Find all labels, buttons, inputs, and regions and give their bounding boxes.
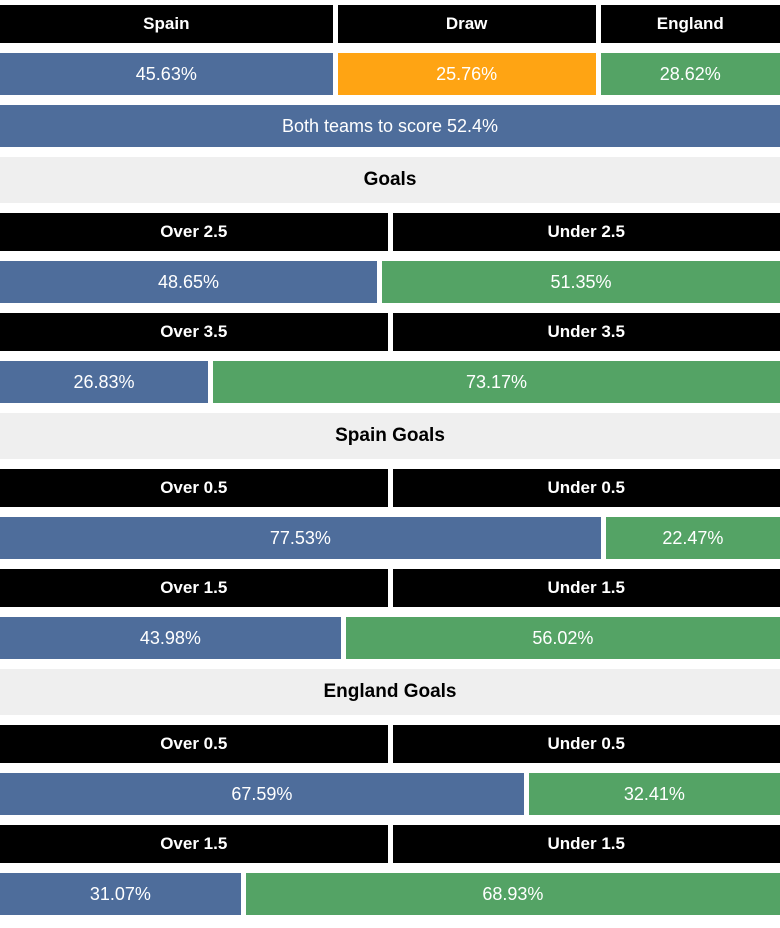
spain-under15-bar: 56.02% [345, 617, 780, 659]
spain-goals-ou15-header-row: Over 1.5 Under 1.5 [0, 569, 780, 607]
england-goals-ou05-bar: 67.59% 32.41% [0, 773, 780, 815]
goals-ou35-header-row: Over 3.5 Under 3.5 [0, 313, 780, 351]
match-bar-spain: 45.63% [0, 53, 333, 95]
goals-under35-header: Under 3.5 [392, 313, 780, 351]
spain-under15-header: Under 1.5 [392, 569, 780, 607]
england-over15-bar: 31.07% [0, 873, 241, 915]
section-title-spain-goals: Spain Goals [0, 413, 780, 459]
england-under15-bar: 68.93% [245, 873, 780, 915]
match-result-header-row: Spain Draw England [0, 5, 780, 43]
england-goals-ou15-header-row: Over 1.5 Under 1.5 [0, 825, 780, 863]
section-title-england-goals: England Goals [0, 669, 780, 715]
goals-over35-bar: 26.83% [0, 361, 208, 403]
england-goals-ou05-header-row: Over 0.5 Under 0.5 [0, 725, 780, 763]
goals-over25-bar: 48.65% [0, 261, 378, 303]
match-bar-draw: 25.76% [337, 53, 596, 95]
match-header-england: England [600, 5, 780, 43]
prediction-widget: Spain Draw England 45.63% 25.76% 28.62% … [0, 5, 780, 915]
england-over05-bar: 67.59% [0, 773, 524, 815]
match-bar-england: 28.62% [600, 53, 780, 95]
england-under05-bar: 32.41% [528, 773, 780, 815]
england-over15-header: Over 1.5 [0, 825, 388, 863]
england-under05-header: Under 0.5 [392, 725, 780, 763]
section-title-goals: Goals [0, 157, 780, 203]
goals-ou25-header-row: Over 2.5 Under 2.5 [0, 213, 780, 251]
goals-under35-bar: 73.17% [212, 361, 780, 403]
spain-over15-bar: 43.98% [0, 617, 341, 659]
goals-over35-header: Over 3.5 [0, 313, 388, 351]
spain-under05-header: Under 0.5 [392, 469, 780, 507]
spain-goals-ou05-header-row: Over 0.5 Under 0.5 [0, 469, 780, 507]
goals-ou35-bar: 26.83% 73.17% [0, 361, 780, 403]
goals-over25-header: Over 2.5 [0, 213, 388, 251]
spain-over15-header: Over 1.5 [0, 569, 388, 607]
spain-over05-bar: 77.53% [0, 517, 601, 559]
goals-under25-header: Under 2.5 [392, 213, 780, 251]
goals-under25-bar: 51.35% [382, 261, 780, 303]
match-header-spain: Spain [0, 5, 333, 43]
england-goals-ou15-bar: 31.07% 68.93% [0, 873, 780, 915]
spain-goals-ou05-bar: 77.53% 22.47% [0, 517, 780, 559]
england-over05-header: Over 0.5 [0, 725, 388, 763]
goals-ou25-bar: 48.65% 51.35% [0, 261, 780, 303]
match-header-draw: Draw [337, 5, 596, 43]
england-under15-header: Under 1.5 [392, 825, 780, 863]
spain-over05-header: Over 0.5 [0, 469, 388, 507]
match-result-bar: 45.63% 25.76% 28.62% [0, 53, 780, 95]
spain-goals-ou15-bar: 43.98% 56.02% [0, 617, 780, 659]
spain-under05-bar: 22.47% [605, 517, 780, 559]
btts-bar: Both teams to score 52.4% [0, 105, 780, 147]
